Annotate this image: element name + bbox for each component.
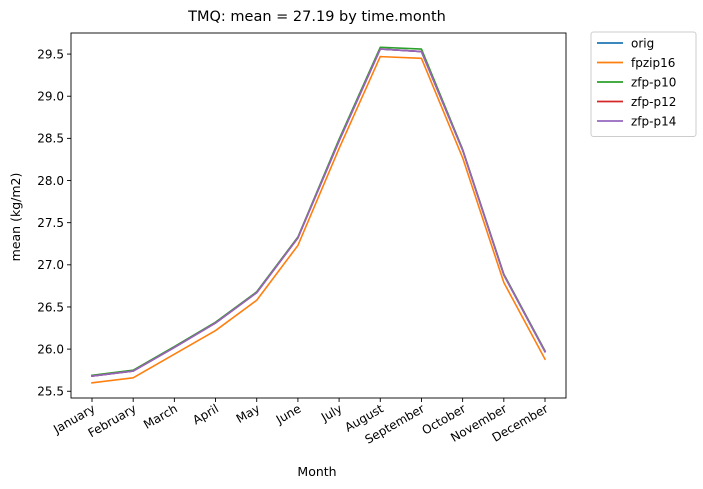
series-line-zfp-p12 bbox=[91, 48, 547, 377]
series-line-zfp-p14 bbox=[91, 48, 547, 377]
y-tick-label: 27.0 bbox=[37, 258, 64, 272]
y-tick-label: 28.0 bbox=[37, 174, 64, 188]
legend-label-zfp-p10: zfp-p10 bbox=[631, 75, 676, 89]
y-tick-label: 29.5 bbox=[37, 47, 64, 61]
y-tick-label: 25.5 bbox=[37, 385, 64, 399]
plot-frame bbox=[70, 32, 567, 399]
x-tick-label: July bbox=[318, 401, 345, 424]
chart-title: TMQ: mean = 27.19 by time.month bbox=[187, 9, 446, 25]
x-tick-label: May bbox=[234, 401, 262, 426]
y-tick-label: 26.5 bbox=[37, 300, 64, 314]
legend-label-zfp-p12: zfp-p12 bbox=[631, 95, 676, 109]
y-axis-label: mean (kg/m2) bbox=[8, 173, 23, 262]
series-line-orig bbox=[91, 48, 547, 377]
x-tick-label: April bbox=[190, 401, 221, 427]
y-tick-label: 29.0 bbox=[37, 90, 64, 104]
x-axis-label: Month bbox=[297, 464, 336, 479]
series-line-zfp-p10 bbox=[91, 46, 547, 377]
y-tick-label: 27.5 bbox=[37, 216, 64, 230]
legend-label-zfp-p14: zfp-p14 bbox=[631, 114, 676, 128]
series-line-fpzip16 bbox=[91, 55, 547, 384]
x-tick-label: March bbox=[141, 401, 180, 431]
x-tick-label: June bbox=[273, 401, 304, 427]
legend-box bbox=[590, 31, 697, 137]
y-tick-label: 28.5 bbox=[37, 132, 64, 146]
legend: orig fpzip16 zfp-p10 zfp-p12 zfp-p14 bbox=[590, 31, 697, 137]
legend-label-orig: orig bbox=[631, 36, 654, 50]
axes: 25.526.026.527.027.528.028.529.029.5Janu… bbox=[37, 32, 567, 447]
legend-label-fpzip16: fpzip16 bbox=[631, 56, 675, 70]
y-tick-label: 26.0 bbox=[37, 342, 64, 356]
series-lines bbox=[91, 46, 547, 384]
